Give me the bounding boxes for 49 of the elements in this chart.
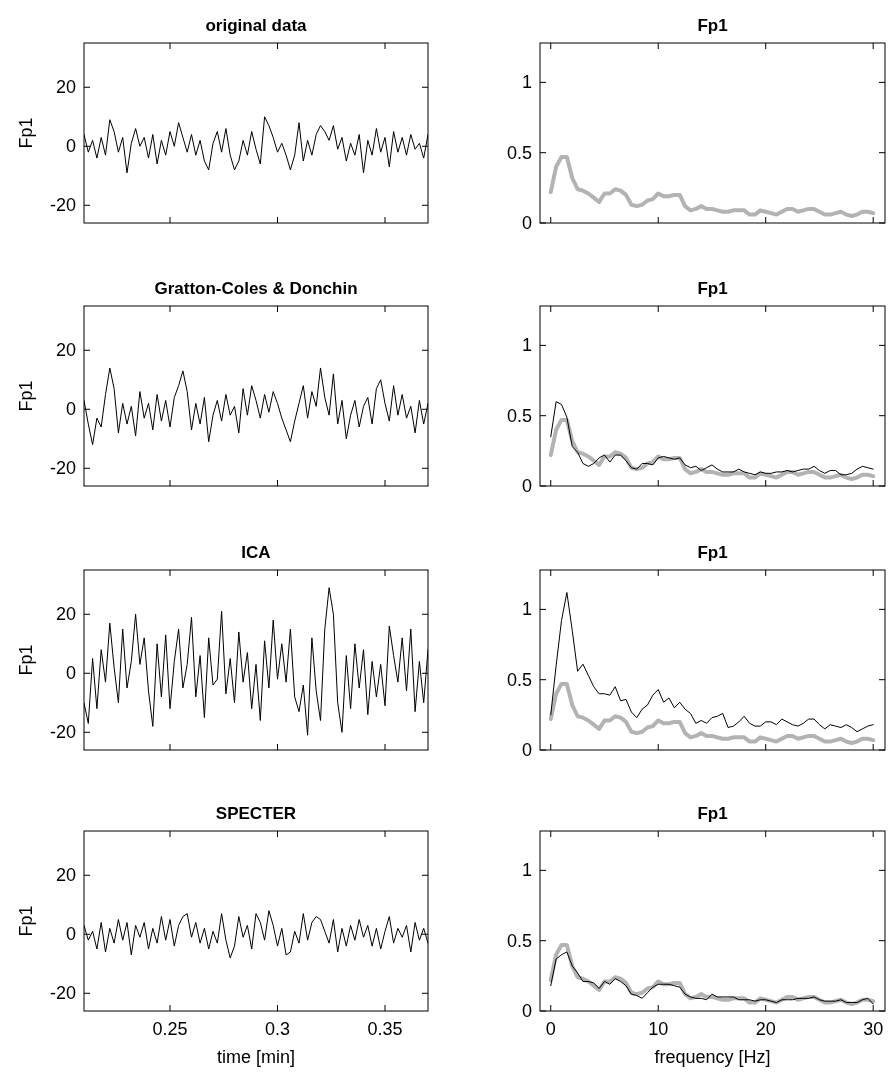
y-tick-label: -20: [49, 722, 76, 743]
y-tick-label: -20: [49, 458, 76, 479]
y-tick-label: 0.5: [506, 405, 532, 426]
y-tick-label: 0: [65, 399, 76, 420]
y-tick-label: 0.5: [506, 669, 532, 690]
x-tick-label: 0.35: [367, 1019, 403, 1039]
x-tick-label: 0.3: [264, 1019, 291, 1039]
y-tick-label: 20: [55, 604, 76, 625]
y-tick-label: -20: [49, 983, 76, 1004]
y-tick-label: 0: [521, 476, 532, 496]
y-tick-label: 1: [521, 599, 532, 620]
line-series: [548, 681, 876, 745]
line-series: [548, 154, 876, 218]
x-tick-label: 0: [545, 1019, 556, 1039]
chart-title: SPECTER: [215, 804, 297, 823]
y-axis-title: Fp1: [16, 644, 36, 676]
chart-title: Fp1: [697, 16, 728, 35]
line-series: [550, 401, 874, 476]
chart-title: original data: [205, 16, 308, 35]
y-tick-label: 20: [55, 865, 76, 886]
y-tick-label: 1: [521, 335, 532, 356]
y-axis-title: Fp1: [16, 117, 36, 149]
x-axis-title: frequency [Hz]: [654, 1047, 771, 1067]
chart-title: Gratton-Coles & Donchin: [154, 279, 358, 298]
y-tick-label: 0: [521, 213, 532, 233]
x-tick-label: 10: [648, 1019, 669, 1039]
y-tick-label: 0: [521, 1001, 532, 1021]
y-tick-label: 0: [521, 740, 532, 760]
y-tick-label: 1: [521, 72, 532, 93]
x-tick-label: 30: [863, 1019, 884, 1039]
y-axis-title: Fp1: [16, 905, 36, 937]
y-tick-label: 0.5: [506, 142, 532, 163]
chart-title: Fp1: [697, 804, 728, 823]
chart-title: Fp1: [697, 543, 728, 562]
y-tick-label: -20: [49, 195, 76, 216]
chart-title: Fp1: [697, 279, 728, 298]
y-tick-label: 0: [65, 136, 76, 157]
y-tick-label: 0: [65, 663, 76, 684]
y-tick-label: 0.5: [506, 930, 532, 951]
chart-title: ICA: [241, 543, 271, 562]
x-tick-label: 20: [755, 1019, 776, 1039]
y-tick-label: 1: [521, 860, 532, 881]
line-series: [550, 592, 874, 733]
y-tick-label: 20: [55, 77, 76, 98]
x-axis-title: time [min]: [216, 1047, 296, 1067]
y-axis-title: Fp1: [16, 380, 36, 412]
y-tick-label: 20: [55, 340, 76, 361]
y-tick-label: 0: [65, 924, 76, 945]
x-tick-label: 0.25: [152, 1019, 188, 1039]
